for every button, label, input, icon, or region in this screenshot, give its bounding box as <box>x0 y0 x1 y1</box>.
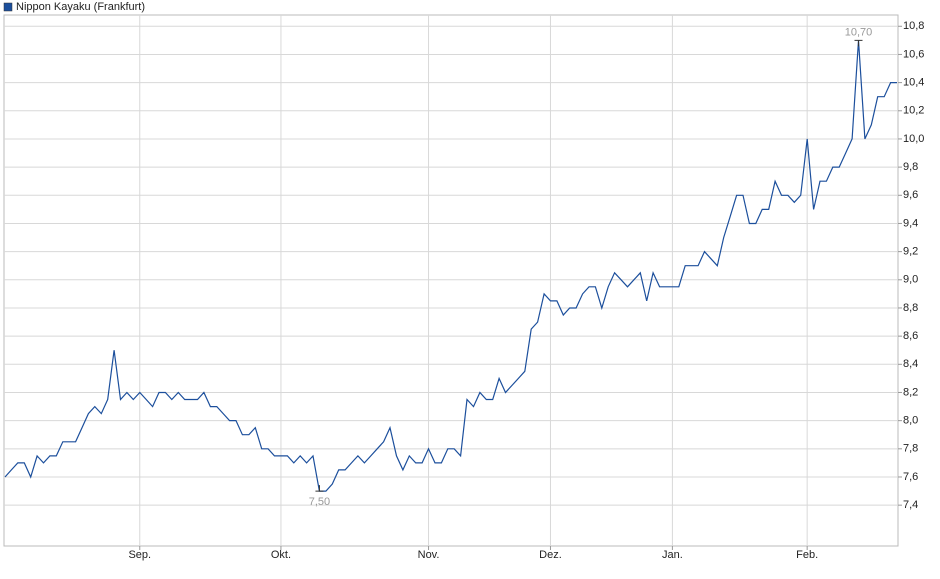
y-tick-label: 10,2 <box>903 105 924 117</box>
y-tick-label: 9,0 <box>903 274 918 286</box>
y-tick-label: 8,2 <box>903 386 918 398</box>
y-tick-label: 9,4 <box>903 217 918 229</box>
y-tick-label: 9,8 <box>903 161 918 173</box>
y-tick-label: 10,4 <box>903 77 924 89</box>
y-tick-label: 8,6 <box>903 330 918 342</box>
x-tick-label: Feb. <box>796 549 818 561</box>
high-marker <box>854 39 863 47</box>
plot-frame <box>3 14 899 547</box>
x-tick-label: Sep. <box>128 549 151 561</box>
y-tick-label: 10,6 <box>903 48 924 60</box>
legend-label: Nippon Kayaku (Frankfurt) <box>16 1 145 13</box>
y-tick-label: 9,2 <box>903 246 918 258</box>
y-tick-label: 7,4 <box>903 499 918 511</box>
y-tick-label: 8,4 <box>903 358 918 370</box>
price-line <box>4 40 897 492</box>
y-tick-label: 10,0 <box>903 133 924 145</box>
y-tick-label: 8,0 <box>903 415 918 427</box>
y-tick-label: 7,8 <box>903 443 918 455</box>
low-marker <box>315 485 324 492</box>
low-label: 7,50 <box>309 496 330 508</box>
high-label: 10,70 <box>845 26 873 38</box>
y-tick-label: 9,6 <box>903 189 918 201</box>
x-tick-label: Dez. <box>539 549 562 561</box>
x-tick-label: Nov. <box>418 549 440 561</box>
x-tick-label: Okt. <box>271 549 291 561</box>
legend-swatch <box>3 2 13 12</box>
y-tick-label: 8,8 <box>903 302 918 314</box>
y-tick-label: 10,8 <box>903 20 924 32</box>
y-tick-label: 7,6 <box>903 471 918 483</box>
x-tick-label: Jan. <box>662 549 683 561</box>
